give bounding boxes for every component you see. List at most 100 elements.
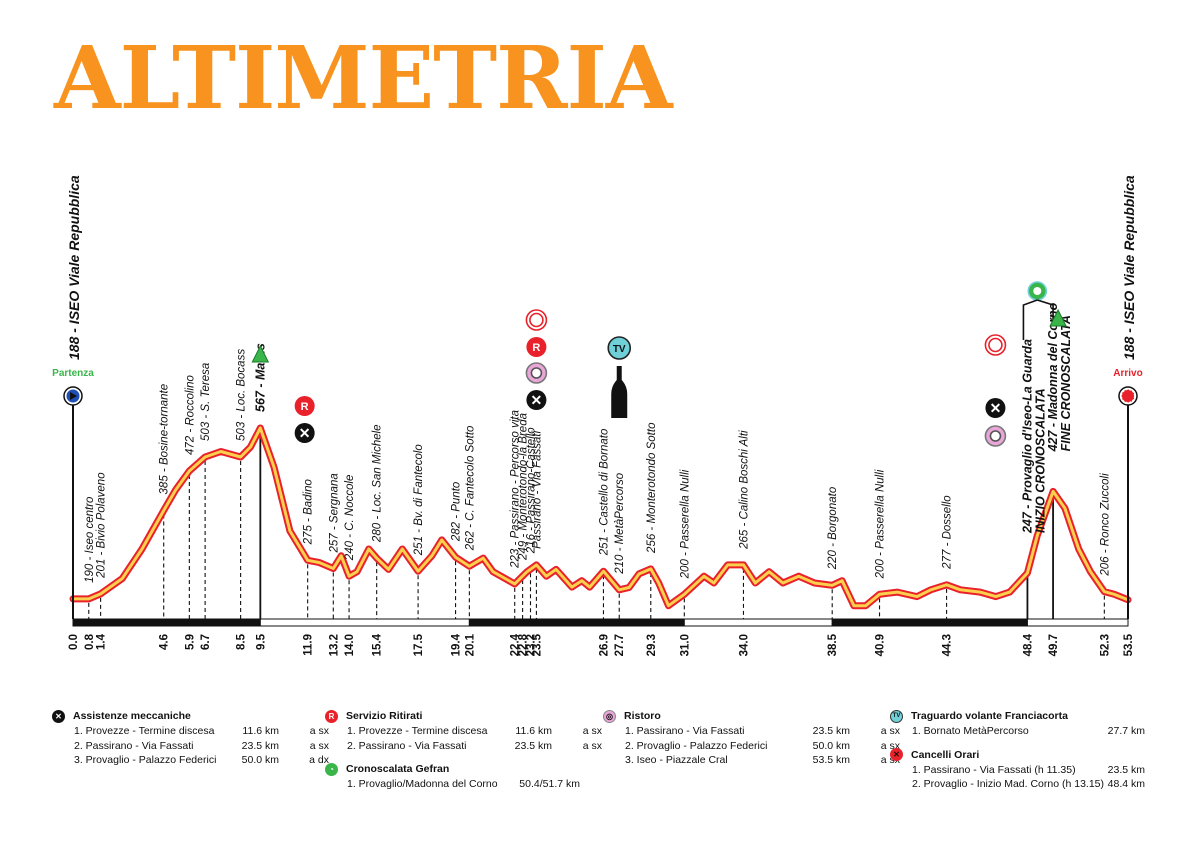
km-tick-label: 14.0 <box>344 634 356 656</box>
distance-bar <box>72 618 1129 627</box>
wrench-icon <box>294 423 315 443</box>
km-tick-label: 4.6 <box>159 634 171 650</box>
waypoint-label: 472 - Roccolino <box>184 375 196 456</box>
tv-icon-glyph: TV <box>613 344 626 355</box>
bar-segment <box>72 618 261 627</box>
waypoint-label: 200 - Passerella Nulli <box>679 469 691 579</box>
legend-row-name: 1. Bornato MetàPercorso <box>912 725 1029 737</box>
waypoint-label: 201 - Bivio Polaveno <box>96 472 108 579</box>
waypoint-label: 190 - Iseo centro <box>84 496 96 583</box>
gate-icon-inner <box>529 312 544 328</box>
waypoint-label: 251 - Bv. di Fantecolo <box>413 444 425 557</box>
waypoint-label: 427 - Madonna del Corno <box>1046 302 1060 452</box>
km-tick-label: 22.4 <box>510 633 522 656</box>
legend-row-km: 50.0 km <box>812 739 850 752</box>
legend-row-km: 11.6 km <box>515 725 552 737</box>
legend-row: 1. Passirano - Via Fassati (h 11.35) 23.5… <box>890 763 1145 778</box>
wrench-icon-glyph: ✕ <box>531 392 543 408</box>
bar-segment <box>1026 618 1129 627</box>
legend-row-km: 50.0 km <box>241 754 279 766</box>
legend-row: 2. Passirano - Via Fassati 23.5 km a sx <box>52 739 329 754</box>
wrench-icon-glyph: ✕ <box>299 425 311 441</box>
cronoscalata-bracket-left <box>1022 299 1038 340</box>
legend-row-name: 3. Provaglio - Palazzo Federici <box>74 754 217 766</box>
ritirati-icon <box>294 396 315 416</box>
waypoint-label: 257 - Sergnana <box>328 473 340 553</box>
bar-segment <box>683 618 833 627</box>
km-tick-label: 26.9 <box>598 634 610 656</box>
tv-icon: TV <box>890 709 903 723</box>
km-tick-label: 6.7 <box>200 634 212 650</box>
legend-row-name: 2. Provaglio - Inizio Mad. Corno (h 13.1… <box>912 778 1105 790</box>
bar-segment <box>831 618 1028 627</box>
legend-row: 1. Provezze - Termine discesa 11.6 km a sx <box>52 724 329 739</box>
checkered-flag-icon <box>1121 389 1135 403</box>
waypoint-label: 200 - Passerella Nulli <box>875 469 887 579</box>
start-finish-markers: Partenza 188 - ISEO Viale Repubblica Arriv… <box>52 175 1143 619</box>
km-tick-label: 31.0 <box>679 634 691 656</box>
waypoint-label: 385 - Bosine-tornante <box>159 384 171 495</box>
legend-row-side: a sx <box>309 739 329 752</box>
plate-icon-inner <box>530 367 543 379</box>
ritirati-icon-glyph: R <box>532 342 540 354</box>
legend-row-km: 23.5 km <box>241 739 279 752</box>
waypoint-label: 249 - Monterotondo-la Breda <box>518 413 530 561</box>
legend-row: 2. Provaglio - Palazzo Federici 50.0 km a … <box>603 739 900 754</box>
legend-row: 3. Provaglio - Palazzo Federici 50.0 km a … <box>52 753 329 768</box>
km-tick-label: 49.7 <box>1048 634 1060 656</box>
plate-icon-inner <box>989 430 1002 442</box>
legend-row-side: a sx <box>582 725 602 737</box>
legend-row-side: a sx <box>309 725 329 737</box>
wrench-icon: ✕ <box>52 709 65 723</box>
gate-icon: ✕ <box>890 748 903 761</box>
km-tick-label: 0.8 <box>84 633 96 650</box>
waypoint-label: 206 - Ronco Zuccoli <box>1099 473 1111 577</box>
legend-row: 2. Passirano - Via Fassati 23.5 km a sx <box>325 739 602 754</box>
km-tick-label: 40.9 <box>875 634 887 656</box>
km-tick-label: 1.4 <box>96 633 108 650</box>
km-tick-label: 29.3 <box>646 634 658 656</box>
legend-ritirati: R Servizio Ritirati 1. Provezze - Termine… <box>325 708 602 792</box>
km-ticks: 0.0 0.8 1.4 4.6 5.9 6.7 8.5 9.5 11.9 13.2 14.0 15.4… <box>68 633 1135 656</box>
page-title: ALTIMETRIA <box>54 28 673 129</box>
mountain-icon <box>251 344 270 363</box>
waypoint-label: 251 - Castello di Bornato <box>598 428 610 556</box>
legend-row-name: 1. Provezze - Termine discesa <box>74 725 215 737</box>
km-tick-label: 27.7 <box>614 634 626 656</box>
legend-row: 1. Provaglio/Madonna del Corno 50.4/51.7 … <box>325 777 602 792</box>
start-tag: Partenza <box>52 368 94 379</box>
gate-icon-inner <box>988 337 1003 353</box>
start-label: 188 - ISEO Viale Repubblica <box>66 175 82 360</box>
legend: ✕ Assistenze meccaniche 1. Provezze - Ter… <box>0 700 1200 850</box>
waypoint-sublabel: INIZIO CRONOSCALATA <box>1033 388 1047 533</box>
km-tick-label: 23.5 <box>531 633 543 656</box>
legend-row-km: 50.4/51.7 km <box>519 778 580 790</box>
legend-row-side: a sx <box>880 725 900 737</box>
play-icon <box>70 392 77 400</box>
legend-ristoro: ◎ Ristoro 1. Passirano - Via Fassati 23.5 … <box>603 708 900 768</box>
legend-row: 1. Provezze - Termine discesa 11.6 km a sx <box>325 724 602 739</box>
km-tick-label: 8.5 <box>236 633 248 650</box>
legend-row-km: 23.5 km <box>812 725 850 737</box>
legend-row-name: 2. Passirano - Via Fassati <box>74 739 194 752</box>
waypoint-label: 216 - Passirano-Castello <box>525 427 537 555</box>
km-tick-label: 53.5 <box>1123 633 1135 656</box>
bar-segment <box>468 618 685 627</box>
km-tick-label: 22.8 <box>518 633 530 656</box>
finish-label: 188 - ISEO Viale Repubblica <box>1121 175 1137 360</box>
km-tick-label: 52.3 <box>1099 634 1111 656</box>
waypoint-label: 265 - Calino Boschi Alti <box>738 430 750 550</box>
km-tick-label: 34.0 <box>738 634 750 656</box>
waypoint-label: 503 - Loc. Bocass <box>236 349 248 441</box>
legend-row-km: 27.7 km <box>1107 725 1145 737</box>
altimetry-chart: 190 - Iseo centro 201 - Bivio Polaveno 385… <box>52 175 1143 656</box>
plate-icon: ◎ <box>603 709 616 723</box>
legend-row-name: 1. Provezze - Termine discesa <box>347 725 488 737</box>
stopwatch-icon: ◔ <box>325 762 338 776</box>
mountain-icon <box>1049 308 1067 327</box>
km-tick-label: 5.9 <box>184 634 196 650</box>
km-tick-label: 44.3 <box>942 634 954 656</box>
stopwatch-icon-face <box>1033 287 1042 295</box>
cronoscalata-bracket-right <box>1037 299 1054 320</box>
legend-assistenze: ✕ Assistenze meccaniche 1. Provezze - Ter… <box>52 708 329 768</box>
